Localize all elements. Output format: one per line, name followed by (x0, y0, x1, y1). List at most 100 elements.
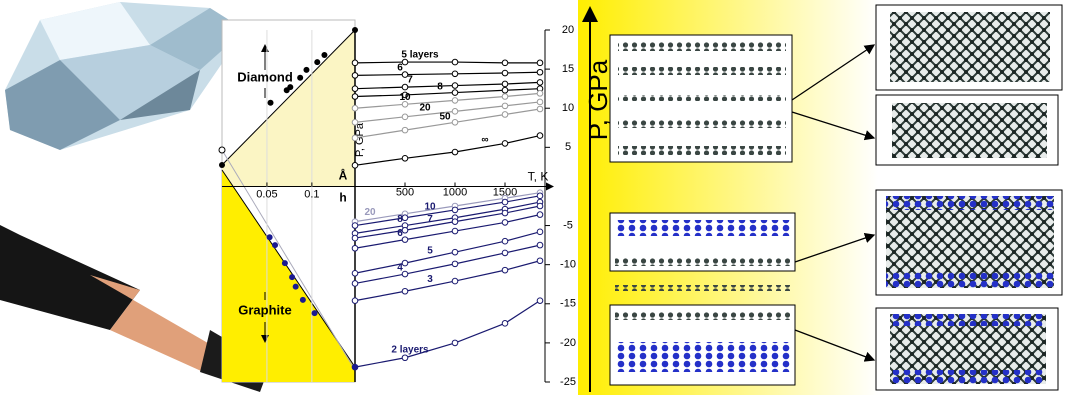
point (321, 52, 328, 59)
point (501, 320, 509, 327)
series-label: 2 layers (391, 344, 429, 355)
point (351, 72, 359, 79)
point (401, 154, 409, 162)
point (536, 241, 544, 249)
point (451, 89, 459, 96)
point (351, 280, 359, 287)
series-label: 10 (424, 201, 436, 212)
y-tick-label: 15 (562, 63, 574, 75)
annotation: Diamond (237, 69, 293, 84)
diamond-image (5, 2, 245, 150)
arrows (791, 44, 876, 362)
x-tick-label: 1500 (493, 186, 517, 198)
series-label: 20 (364, 207, 376, 218)
point (501, 69, 509, 77)
point (401, 101, 409, 108)
tube-structures (875, 4, 1063, 391)
point (351, 93, 359, 100)
point (451, 148, 459, 156)
point (501, 93, 509, 100)
point (451, 97, 459, 104)
boundary-line (221, 29, 356, 166)
y-tick-label: 5 (565, 141, 571, 153)
y-tick-label: -20 (560, 337, 576, 349)
point (536, 257, 544, 265)
point (536, 202, 544, 210)
point (501, 86, 509, 94)
point (351, 297, 359, 304)
series-label: 5 layers (401, 49, 439, 60)
point (536, 68, 544, 76)
point (267, 99, 274, 106)
point (314, 59, 321, 66)
point (451, 82, 459, 89)
point (401, 83, 409, 91)
point (352, 364, 358, 371)
point (451, 70, 459, 78)
series-label: 4 (397, 263, 403, 274)
series-label: 20 (419, 102, 431, 113)
point (351, 134, 359, 142)
point (401, 236, 409, 243)
point (451, 108, 459, 115)
point (536, 228, 544, 236)
point (351, 222, 359, 229)
y-tick-label: -10 (560, 259, 576, 271)
point (451, 248, 459, 256)
point (351, 119, 359, 126)
point (401, 226, 409, 234)
point (501, 237, 509, 245)
point (501, 111, 509, 118)
point (501, 198, 509, 206)
x-unit: Å (339, 168, 348, 183)
point (281, 260, 288, 267)
series-line (354, 300, 541, 368)
x-axis-label: T, K (528, 170, 549, 184)
point (401, 126, 409, 134)
point (451, 260, 459, 268)
point (451, 218, 459, 225)
point (501, 59, 509, 67)
point (401, 71, 409, 78)
point (266, 234, 273, 241)
point (401, 113, 409, 121)
series-line (354, 244, 541, 285)
point (401, 259, 409, 267)
point (401, 214, 409, 222)
point (311, 310, 318, 317)
x-tick-label: 0.05 (256, 188, 277, 200)
series-label: 3 (427, 274, 433, 285)
annotation: Graphite (238, 302, 291, 317)
series-label: 6 (397, 228, 403, 239)
point (401, 58, 409, 66)
point (401, 270, 409, 278)
series-line (354, 71, 541, 76)
graphite-region (222, 170, 355, 382)
point (289, 274, 296, 281)
series-label: 10 (399, 92, 411, 103)
series-line (354, 214, 541, 249)
x-tick-label: 0.1 (304, 188, 319, 200)
point (299, 296, 306, 303)
point (401, 354, 409, 362)
y-axis-label: P, GPa (354, 122, 366, 157)
y-tick-label: -5 (563, 219, 573, 231)
x-tick-label: 1000 (443, 186, 467, 198)
point (351, 162, 359, 169)
series-line (354, 81, 541, 90)
x-axis-label: h (339, 191, 346, 205)
series-line (354, 61, 540, 64)
point (451, 206, 459, 214)
point (297, 74, 304, 81)
point (501, 209, 509, 217)
point (501, 219, 509, 226)
marker (218, 146, 226, 154)
point (501, 102, 509, 110)
point (536, 211, 544, 218)
series-label: 7 (407, 75, 413, 86)
series-label: 7 (427, 214, 433, 225)
point (351, 269, 359, 277)
point (451, 339, 459, 347)
